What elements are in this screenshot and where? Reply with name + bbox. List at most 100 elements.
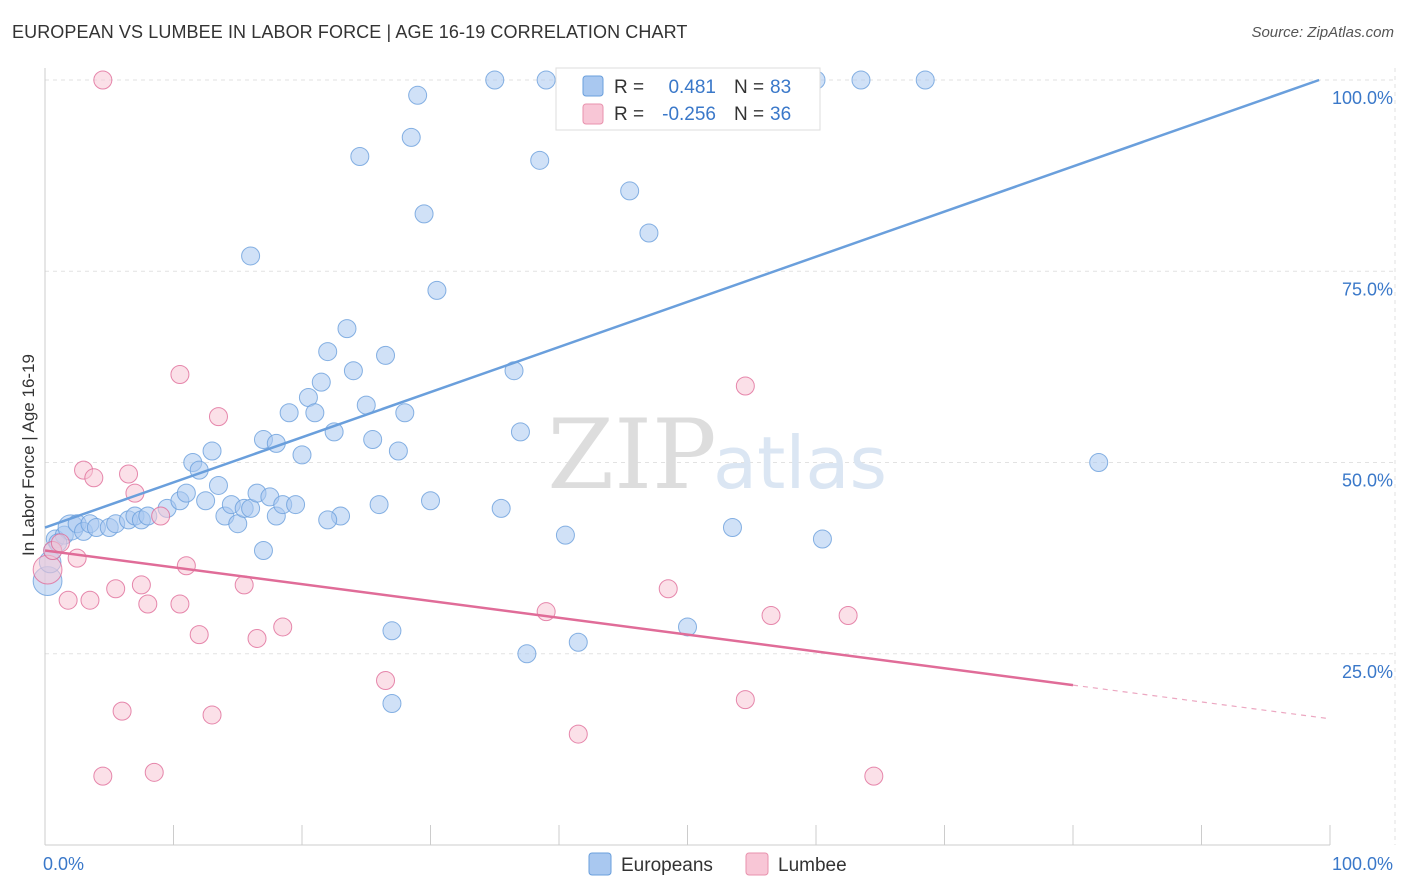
- point-europeans-65: [510, 422, 530, 442]
- point-europeans-50: [376, 345, 396, 365]
- point-europeans-39: [305, 403, 325, 423]
- point-lumbee-25: [247, 628, 267, 648]
- y-tick-labels: 25.0% 50.0% 75.0% 100.0%: [1332, 88, 1393, 682]
- point-europeans-60: [286, 495, 306, 515]
- point-lumbee-8: [93, 70, 113, 90]
- legend-r-value-1: 0.481: [668, 77, 716, 98]
- point-europeans-59: [318, 510, 338, 530]
- point-europeans-46: [350, 147, 370, 166]
- legend-n-value-2: 36: [770, 104, 791, 125]
- axes: [44, 68, 1331, 846]
- point-europeans-68: [536, 70, 556, 90]
- point-europeans-73: [639, 223, 659, 243]
- point-lumbee-33: [761, 606, 781, 625]
- bottom-legend: Europeans Lumbee: [588, 852, 847, 876]
- legend-swatch-europeans: [582, 75, 604, 97]
- point-europeans-70: [568, 632, 588, 652]
- point-europeans-33: [241, 246, 261, 266]
- point-lumbee-7: [84, 468, 104, 488]
- point-lumbee-34: [838, 606, 858, 625]
- point-europeans-62: [485, 70, 505, 90]
- point-europeans-51: [382, 693, 402, 713]
- point-lumbee-19: [170, 365, 190, 385]
- y-tick-label-2: 75.0%: [1342, 279, 1393, 299]
- y-axis-title: In Labor Force | Age 16-19: [19, 354, 38, 556]
- point-europeans-21: [202, 441, 222, 461]
- point-europeans-61: [382, 621, 402, 641]
- point-lumbee-20: [176, 556, 196, 576]
- point-europeans-75: [722, 518, 742, 538]
- point-lumbee-16: [144, 762, 164, 782]
- point-europeans-66: [517, 644, 537, 664]
- point-europeans-80: [1089, 453, 1109, 472]
- point-europeans-55: [408, 85, 428, 105]
- legend-n-label-2: N =: [734, 104, 764, 125]
- point-europeans-67: [530, 150, 550, 170]
- point-europeans-48: [363, 430, 383, 450]
- y-tick-label-3: 100.0%: [1332, 88, 1393, 108]
- point-europeans-57: [421, 491, 440, 511]
- y-tick-label-0: 25.0%: [1342, 662, 1393, 682]
- point-europeans-77: [812, 529, 832, 549]
- point-lumbee-27: [376, 671, 396, 691]
- point-europeans-54: [401, 127, 421, 147]
- x-tick-label-1: 100.0%: [1332, 854, 1393, 874]
- bottom-legend-swatch-lumbee: [745, 852, 769, 876]
- point-lumbee-10: [106, 579, 126, 599]
- point-lumbee-30: [658, 579, 678, 599]
- point-europeans-53: [395, 403, 415, 423]
- point-europeans-45: [343, 361, 363, 381]
- chart-title: EUROPEAN VS LUMBEE IN LABOR FORCE | AGE …: [12, 22, 688, 42]
- point-lumbee-35: [864, 766, 884, 786]
- point-europeans-72: [620, 181, 640, 201]
- legend-swatch-lumbee: [582, 103, 604, 125]
- points-layer: [32, 70, 1109, 786]
- point-lumbee-4: [67, 548, 87, 568]
- bottom-legend-swatch-europeans: [588, 852, 612, 876]
- point-lumbee-9: [93, 766, 113, 786]
- point-lumbee-6: [80, 590, 100, 610]
- legend: R = 0.481 N = 83 R = -0.256 N = 36: [555, 67, 821, 131]
- legend-r-value-2: -0.256: [662, 104, 716, 125]
- point-lumbee-3: [58, 590, 78, 610]
- point-lumbee-29: [568, 724, 588, 744]
- watermark: ZIP atlas: [547, 399, 887, 511]
- point-europeans-49: [369, 495, 389, 515]
- x-tick-labels: 0.0% 100.0%: [43, 854, 1393, 874]
- bottom-legend-europeans: Europeans: [621, 855, 713, 876]
- point-lumbee-26: [273, 617, 293, 637]
- point-lumbee-18: [170, 594, 190, 614]
- point-europeans-22: [208, 475, 228, 495]
- point-europeans-44: [337, 319, 357, 339]
- point-lumbee-2: [50, 533, 70, 553]
- legend-n-label-1: N =: [734, 77, 764, 98]
- point-europeans-17: [176, 483, 196, 503]
- source-label: Source: ZipAtlas.com: [1251, 24, 1394, 41]
- bottom-legend-lumbee: Lumbee: [778, 855, 847, 876]
- point-europeans-58: [427, 280, 447, 300]
- point-lumbee-31: [735, 376, 755, 396]
- point-lumbee-11: [112, 701, 132, 721]
- watermark-zip: ZIP: [547, 399, 716, 511]
- point-europeans-69: [555, 525, 575, 545]
- point-lumbee-0: [32, 554, 63, 585]
- point-europeans-40: [311, 372, 331, 392]
- point-europeans-37: [292, 445, 312, 465]
- point-europeans-79: [915, 70, 935, 90]
- trend-layer: [44, 78, 1331, 720]
- trend-line-lumbee: [44, 549, 1074, 687]
- legend-r-label-1: R =: [614, 77, 644, 98]
- trend-line-dashed-lumbee: [1072, 684, 1331, 720]
- point-lumbee-21: [189, 625, 209, 645]
- y-tick-label-1: 50.0%: [1342, 471, 1393, 491]
- point-europeans-78: [851, 70, 871, 90]
- point-lumbee-17: [151, 506, 171, 526]
- point-europeans-74: [678, 617, 697, 637]
- watermark-atlas: atlas: [713, 421, 887, 505]
- x-tick-label-0: 0.0%: [43, 854, 84, 874]
- point-europeans-56: [414, 204, 434, 224]
- point-lumbee-14: [131, 575, 151, 595]
- point-lumbee-32: [735, 690, 755, 710]
- point-europeans-41: [318, 342, 338, 362]
- point-europeans-52: [388, 441, 408, 461]
